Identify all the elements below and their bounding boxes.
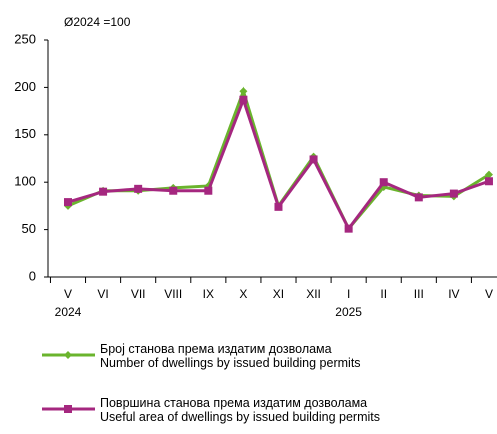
marker [309, 155, 318, 164]
marker [169, 186, 178, 195]
marker [344, 224, 353, 233]
y-tick-label: 50 [22, 221, 36, 236]
marker [99, 187, 108, 196]
x-tick-label: VII [131, 287, 146, 301]
marker [414, 193, 423, 202]
x-tick-label: XII [306, 287, 321, 301]
marker [274, 202, 283, 211]
marker [204, 186, 213, 195]
legend-label: Број станова према издатим дозволама Num… [100, 342, 361, 370]
year-label: 2024 [55, 305, 82, 319]
marker [449, 189, 458, 198]
x-tick-label: VIII [164, 287, 182, 301]
x-tick-label: III [414, 287, 424, 301]
legend-label: Површина станова према издатим дозволама… [100, 396, 381, 424]
x-tick-label: V [485, 287, 493, 301]
marker [64, 405, 72, 413]
x-tick-label: VI [97, 287, 108, 301]
x-tick-label: X [239, 287, 247, 301]
marker [239, 87, 248, 96]
marker [239, 95, 248, 104]
marker [134, 184, 143, 193]
y-tick-label: 150 [14, 126, 36, 141]
x-tick-label: IV [448, 287, 459, 301]
marker [64, 351, 72, 359]
x-tick-label: II [380, 287, 387, 301]
marker [484, 177, 493, 186]
y-tick-label: 250 [14, 31, 36, 46]
marker [484, 170, 493, 179]
year-label: 2025 [335, 305, 362, 319]
x-tick-label: XI [273, 287, 284, 301]
marker [64, 198, 72, 207]
y-tick-label: 100 [14, 174, 36, 189]
annotation: Ø2024 =100 [64, 15, 131, 29]
y-tick-label: 0 [29, 268, 36, 283]
x-tick-label: I [347, 287, 350, 301]
x-tick-label: IX [203, 287, 214, 301]
y-tick-label: 200 [14, 79, 36, 94]
x-tick-label: V [64, 287, 72, 301]
marker [379, 178, 388, 187]
